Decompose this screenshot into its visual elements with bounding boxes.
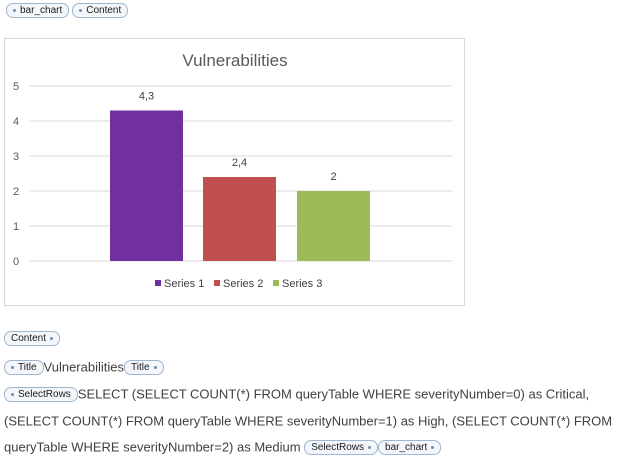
y-tick-label: 5 (13, 81, 19, 93)
tag-label: Title (130, 362, 150, 374)
title-tag-line: Title Vulnerabilities Title (4, 355, 164, 380)
data-label-1: 4,3 (139, 91, 154, 103)
bar-chart-tag-open[interactable]: bar_chart (6, 3, 70, 18)
tag-handle-icon (368, 446, 372, 450)
content-tag-open[interactable]: Content (72, 3, 129, 18)
legend-label-2: Series 2 (223, 278, 263, 290)
title-tag-close[interactable]: Title (123, 360, 164, 376)
data-label-3: 2 (330, 171, 336, 183)
chart-title: Vulnerabilities (182, 51, 287, 70)
bar-3 (297, 191, 370, 261)
content-tag-line: Content (4, 326, 61, 350)
tag-label: bar_chart (20, 5, 63, 16)
title-tag-open[interactable]: Title (4, 360, 44, 376)
tag-label: Title (18, 362, 37, 374)
top-tag-row: bar_chart Content (6, 3, 129, 18)
tag-label: SelectRows (18, 389, 71, 401)
legend-label-1: Series 1 (164, 278, 204, 290)
tag-handle-icon (11, 393, 14, 397)
chart-container[interactable]: Vulnerabilities 0 1 2 3 4 5 4,3 2,4 2 Series 1 Seri… (4, 38, 465, 306)
content-tag-close[interactable]: Content (4, 331, 61, 347)
y-tick-label: 3 (13, 151, 19, 163)
select-rows-tag-open[interactable]: SelectRows (4, 387, 78, 403)
bar-chart-tag-close[interactable]: bar_chart (378, 440, 442, 456)
legend-label-3: Series 3 (282, 278, 322, 290)
tag-label: SelectRows (311, 442, 365, 454)
tag-handle-icon (50, 337, 54, 341)
y-tick-label: 0 (13, 256, 19, 268)
bar-chart: Vulnerabilities 0 1 2 3 4 5 4,3 2,4 2 Series 1 Seri… (13, 51, 452, 290)
y-tick-label: 4 (13, 116, 19, 128)
tag-handle-icon (153, 366, 157, 370)
bar-2 (203, 177, 276, 261)
query-text: SELECT (SELECT COUNT(*) FROM queryTable … (4, 386, 613, 455)
select-rows-line: SelectRows SELECT (SELECT COUNT(*) FROM … (4, 381, 626, 461)
tag-handle-icon (431, 446, 435, 450)
legend-swatch-2 (214, 280, 220, 286)
tag-label: Content (11, 333, 47, 345)
tag-label: Content (86, 5, 122, 16)
title-text: Vulnerabilities (43, 359, 124, 375)
tag-label: bar_chart (385, 442, 428, 454)
tag-handle-icon (13, 9, 16, 12)
y-tick-label: 2 (13, 186, 19, 198)
legend-swatch-3 (273, 280, 279, 286)
data-label-2: 2,4 (232, 157, 247, 169)
tag-handle-icon (11, 366, 14, 370)
bar-1 (110, 110, 183, 261)
legend-swatch-1 (155, 280, 161, 286)
y-tick-label: 1 (13, 221, 19, 233)
tag-handle-icon (79, 9, 83, 12)
